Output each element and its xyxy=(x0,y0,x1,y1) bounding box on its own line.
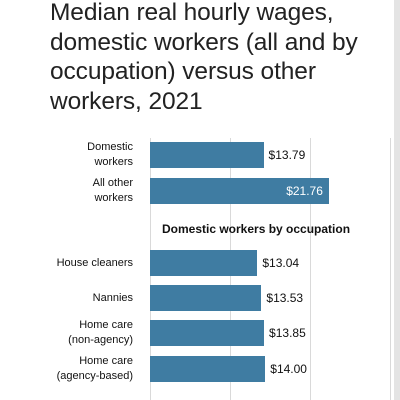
bar xyxy=(150,178,330,204)
data-label: $14.00 xyxy=(270,362,307,376)
data-label: $21.76 xyxy=(286,184,323,198)
data-label: $13.53 xyxy=(266,291,304,305)
bar xyxy=(150,142,264,168)
data-label: $13.79 xyxy=(268,148,306,162)
bar xyxy=(150,250,258,276)
gridline xyxy=(310,138,311,400)
category-label: Home care (agency-based) xyxy=(56,355,133,382)
category-label: Domestic workers xyxy=(87,141,133,168)
category-label: House cleaners xyxy=(56,256,133,269)
category-label: Nannies xyxy=(92,291,133,304)
page-edge xyxy=(394,0,400,400)
gridline xyxy=(390,138,391,400)
data-label: $13.04 xyxy=(262,256,300,270)
group-heading: Domestic workers by occupation xyxy=(162,222,351,236)
chart-title: Median real hourly wages, domestic worke… xyxy=(50,0,358,115)
bar xyxy=(150,285,262,311)
data-label: $13.85 xyxy=(269,326,306,340)
bar xyxy=(150,356,266,382)
category-label: All other workers xyxy=(92,177,133,204)
category-label: Home care (non-agency) xyxy=(68,319,133,346)
bar xyxy=(150,320,265,346)
